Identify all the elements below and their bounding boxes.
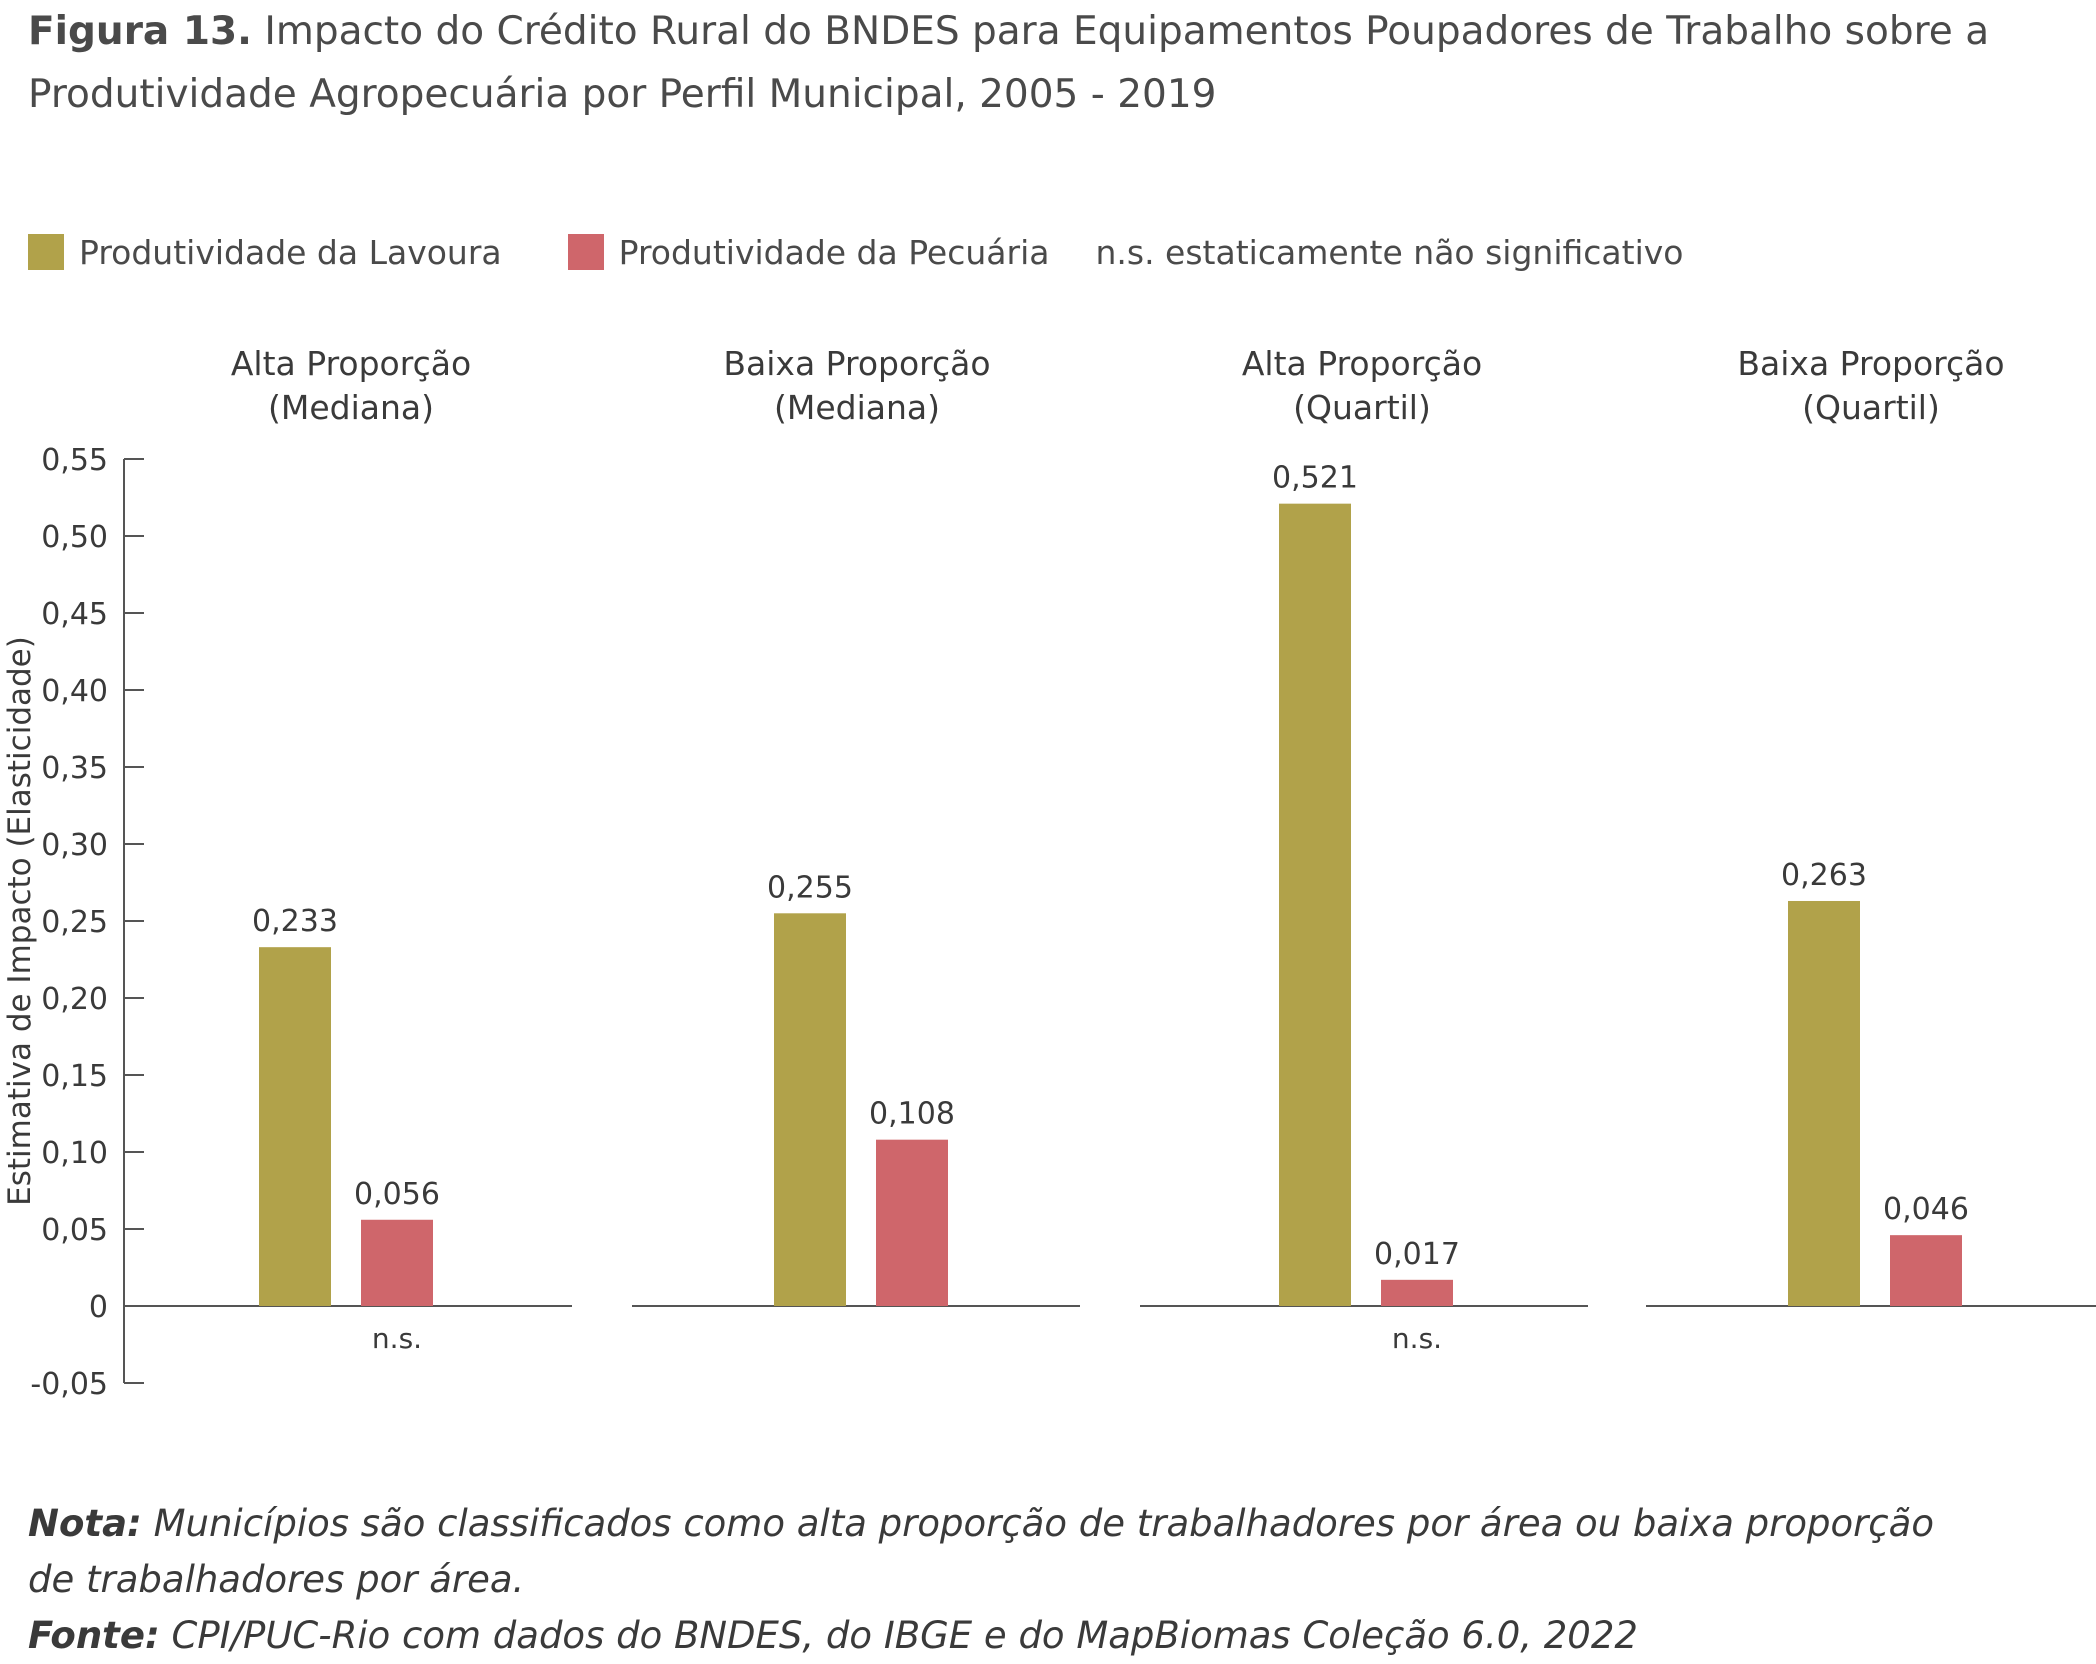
data-label-lavoura: 0,521 <box>1272 461 1358 496</box>
y-tick-label: 0,05 <box>41 1213 108 1248</box>
panel-title-line-1: Alta Proporção <box>231 344 471 383</box>
data-label-pecuaria: 0,017 <box>1374 1237 1460 1272</box>
bar-lavoura <box>259 947 331 1306</box>
y-tick-label: 0,10 <box>41 1136 108 1171</box>
bar-pecuaria <box>361 1219 433 1306</box>
nota-text: Municípios são classificados como alta p… <box>141 1502 1934 1545</box>
y-tick-label: 0,25 <box>41 905 108 940</box>
bar-lavoura <box>1788 900 1860 1306</box>
nota-text-continued: de trabalhadores por área. <box>28 1558 525 1601</box>
panel-title-line-1: Alta Proporção <box>1242 344 1482 383</box>
bar-chart: -0,05 0 0,05 0,10 0,15 0,20 0,25 0,30 0,35 0,40 0,… <box>2 344 2096 1402</box>
bar-lavoura <box>774 913 846 1306</box>
title-line-1: Impacto do Crédito Rural do BNDES para E… <box>264 9 1990 54</box>
panel-title-line-2: (Quartil) <box>1802 388 1940 427</box>
legend-label-lavoura: Produtividade da Lavoura <box>79 232 502 272</box>
legend-item-pecuaria: Produtividade da Pecuária <box>567 232 1050 272</box>
y-tick-label: 0,30 <box>41 828 108 863</box>
y-tick-label: 0,50 <box>41 520 108 555</box>
fonte-text: CPI/PUC-Rio com dados do BNDES, do IBGE … <box>159 1614 1638 1657</box>
nota-label: Nota: <box>28 1502 142 1545</box>
legend-ns-note: n.s. estaticamente não significativo <box>1095 232 1684 272</box>
legend-swatch-pecuaria <box>567 234 604 270</box>
figure-title: Figura 13. Impacto do Crédito Rural do B… <box>28 0 2028 126</box>
notes: Nota: Municípios são classificados como … <box>28 1496 2068 1664</box>
y-tick-label: 0,35 <box>41 751 108 786</box>
panel-title-line-2: (Quartil) <box>1293 388 1431 427</box>
legend-label-pecuaria: Produtividade da Pecuária <box>618 232 1050 272</box>
bar-lavoura <box>1279 503 1351 1306</box>
bar-pecuaria <box>1890 1235 1962 1306</box>
legend-item-lavoura: Produtividade da Lavoura <box>28 233 502 272</box>
panel-title-line-1: Baixa Proporção <box>1737 344 2004 383</box>
y-axis-label: Estimativa de Impacto (Elasticidade) <box>2 636 38 1206</box>
data-label-pecuaria: 0,056 <box>354 1177 440 1212</box>
data-label-lavoura: 0,255 <box>767 870 853 905</box>
figure-label: Figura 13. <box>28 9 252 54</box>
y-tick-label: -0,05 <box>30 1367 108 1402</box>
ns-marker: n.s. <box>372 1322 422 1355</box>
y-tick-label: 0 <box>89 1290 108 1325</box>
data-label-lavoura: 0,233 <box>252 904 338 939</box>
data-label-pecuaria: 0,108 <box>869 1097 955 1132</box>
bar-pecuaria <box>876 1139 948 1306</box>
legend-swatch-lavoura <box>28 234 64 270</box>
y-tick-label: 0,55 <box>41 443 108 478</box>
y-tick-label: 0,40 <box>41 674 108 709</box>
y-tick-label: 0,15 <box>41 1059 108 1094</box>
bar-pecuaria <box>1381 1279 1453 1306</box>
title-line-2: Produtividade Agropecuária por Perfil Mu… <box>28 72 1217 117</box>
fonte-label: Fonte: <box>28 1614 160 1657</box>
data-label-pecuaria: 0,046 <box>1883 1192 1969 1227</box>
legend: Produtividade da Lavoura Produtividade d… <box>28 230 1749 274</box>
panel-title-line-2: (Mediana) <box>268 388 434 427</box>
ns-marker: n.s. <box>1392 1322 1442 1355</box>
panel-title-line-2: (Mediana) <box>774 388 940 427</box>
panel-title-line-1: Baixa Proporção <box>723 344 990 383</box>
y-tick-label: 0,20 <box>41 982 108 1017</box>
data-label-lavoura: 0,263 <box>1781 858 1867 893</box>
y-tick-label: 0,45 <box>41 597 108 632</box>
